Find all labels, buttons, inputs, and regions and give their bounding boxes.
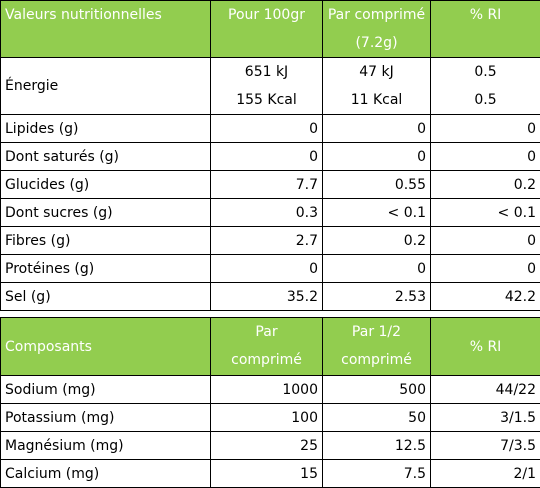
component-cell-perHalf: 7.5	[323, 460, 431, 488]
component-cell-perHalf: 12.5	[323, 432, 431, 460]
nutrient-cell-label: Protéines (g)	[1, 255, 211, 283]
nutrient-cell-per100: 0	[211, 115, 323, 143]
component-cell-perTab: 15	[211, 460, 323, 488]
nutrient-row: Dont sucres (g)0.3< 0.1< 0.1	[1, 199, 540, 227]
nutrient-cell-perTab: 0.2	[323, 227, 431, 255]
header-ri: % RI	[431, 1, 540, 58]
header-per-100g: Pour 100gr	[211, 1, 323, 58]
nutrient-cell-perTab: 2.53	[323, 283, 431, 311]
nutrient-cell-perTab: < 0.1	[323, 199, 431, 227]
component-cell-label: Sodium (mg)	[1, 376, 211, 404]
nutrient-cell-per100: 35.2	[211, 283, 323, 311]
header-components: Composants	[1, 318, 211, 376]
component-cell-perTab: 1000	[211, 376, 323, 404]
component-cell-label: Potassium (mg)	[1, 404, 211, 432]
component-cell-perHalf: 500	[323, 376, 431, 404]
nutrient-cell-ri: 0	[431, 115, 540, 143]
nutrient-cell-ri: 0	[431, 143, 540, 171]
component-cell-ri: 7/3.5	[431, 432, 540, 460]
nutrient-cell-per100: 7.7	[211, 171, 323, 199]
component-cell-label: Magnésium (mg)	[1, 432, 211, 460]
header-per-tablet: Par comprimé(7.2g)	[323, 1, 431, 58]
component-cell-ri: 3/1.5	[431, 404, 540, 432]
component-cell-perTab: 25	[211, 432, 323, 460]
nutrient-cell-label: Sel (g)	[1, 283, 211, 311]
nutrient-cell-ri: 0	[431, 255, 540, 283]
nutrient-cell-perTab: 0	[323, 255, 431, 283]
nutrient-cell-perTab: 0.55	[323, 171, 431, 199]
nutrient-cell-ri: 42.2	[431, 283, 540, 311]
component-cell-label: Calcium (mg)	[1, 460, 211, 488]
nutrient-cell-per100: 0	[211, 143, 323, 171]
nutrient-cell-ri: 0	[431, 227, 540, 255]
nutrition-table: Valeurs nutritionnelles Pour 100gr Par c…	[0, 0, 540, 311]
nutrition-header-row: Valeurs nutritionnelles Pour 100gr Par c…	[1, 1, 540, 58]
nutrient-cell-perTab: 0	[323, 115, 431, 143]
nutrient-cell-per100: 0.3	[211, 199, 323, 227]
component-cell-ri: 2/1	[431, 460, 540, 488]
energy-label: Énergie	[1, 58, 211, 115]
nutrient-cell-per100: 2.7	[211, 227, 323, 255]
nutrient-cell-perTab: 0	[323, 143, 431, 171]
header-nutrition-values: Valeurs nutritionnelles	[1, 1, 211, 58]
nutrient-cell-ri: 0.2	[431, 171, 540, 199]
nutrient-cell-ri: < 0.1	[431, 199, 540, 227]
nutrient-cell-per100: 0	[211, 255, 323, 283]
nutrient-cell-label: Lipides (g)	[1, 115, 211, 143]
component-cell-perTab: 100	[211, 404, 323, 432]
nutrient-cell-label: Dont sucres (g)	[1, 199, 211, 227]
nutrient-cell-label: Fibres (g)	[1, 227, 211, 255]
nutrient-cell-label: Dont saturés (g)	[1, 143, 211, 171]
nutrient-cell-label: Glucides (g)	[1, 171, 211, 199]
component-cell-ri: 44/22	[431, 376, 540, 404]
component-cell-perHalf: 50	[323, 404, 431, 432]
header-ri-2: % RI	[431, 318, 540, 376]
